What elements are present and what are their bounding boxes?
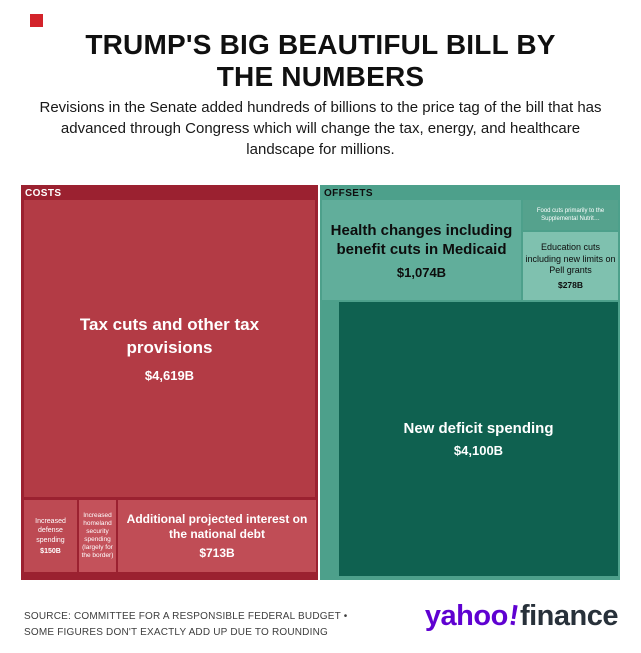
block-value: $713B <box>199 546 235 560</box>
treemap-block-education-pell-cuts: Education cuts including new limits on P… <box>523 232 618 300</box>
block-label: Food cuts primarily to the Supplemental … <box>536 207 605 222</box>
costs-panel-label: COSTS <box>25 188 62 199</box>
source-note: SOURCE: COMMITTEE FOR A RESPONSIBLE FEDE… <box>24 609 347 640</box>
treemap-chart: COSTS Tax cuts and other tax provisions … <box>21 185 620 580</box>
logo-yahoo-text: yahoo <box>424 600 508 632</box>
block-value: $150B <box>40 547 61 555</box>
block-value: $4,100B <box>453 443 504 458</box>
yahoo-finance-logo: yahoo!finance <box>424 599 619 633</box>
treemap-panel-offsets: OFFSETS Health changes including benefit… <box>320 185 620 580</box>
block-value: $1,074B <box>396 264 447 280</box>
source-line-1: SOURCE: COMMITTEE FOR A RESPONSIBLE FEDE… <box>24 611 348 622</box>
brand-accent-square <box>30 14 43 27</box>
block-label: Health changes including benefit cuts in… <box>330 221 513 259</box>
block-value: $4,619B <box>144 367 195 383</box>
offsets-panel-label: OFFSETS <box>324 188 373 199</box>
treemap-block-homeland-security: Increased homeland security spending (la… <box>79 500 116 572</box>
title-line-1: TRUMP'S BIG BEAUTIFUL BILL BY <box>85 29 556 60</box>
block-label: Additional projected interest on the nat… <box>126 512 308 541</box>
block-label: Increased homeland security spending (la… <box>81 511 114 560</box>
treemap-block-new-deficit-spending: New deficit spending $4,100B <box>339 302 618 576</box>
treemap-block-interest-national-debt: Additional projected interest on the nat… <box>118 500 316 572</box>
treemap-block-food-snap-cuts: Food cuts primarily to the Supplemental … <box>523 200 618 230</box>
logo-exclamation-mark: ! <box>506 599 521 633</box>
treemap-block-defense-spending: Increased defense spending $150B <box>24 500 77 572</box>
treemap-block-health-medicaid-cuts: Health changes including benefit cuts in… <box>322 200 521 300</box>
treemap-block-tax-cuts: Tax cuts and other tax provisions $4,619… <box>24 200 315 497</box>
block-label: Education cuts including new limits on P… <box>525 241 616 276</box>
block-label: Tax cuts and other tax provisions <box>79 315 260 357</box>
logo-finance-text: finance <box>519 600 619 632</box>
block-label: Increased defense spending <box>35 518 66 544</box>
page-subtitle: Revisions in the Senate added hundreds o… <box>39 99 602 158</box>
title-line-2: THE NUMBERS <box>216 61 425 93</box>
block-value: $278B <box>557 280 584 291</box>
treemap-panel-costs: COSTS Tax cuts and other tax provisions … <box>21 185 318 580</box>
source-line-2: SOME FIGURES DON'T EXACTLY ADD UP DUE TO… <box>24 626 328 638</box>
block-label: New deficit spending <box>403 420 554 437</box>
page-title: TRUMP'S BIG BEAUTIFUL BILL BY THE NUMBER… <box>0 29 641 93</box>
